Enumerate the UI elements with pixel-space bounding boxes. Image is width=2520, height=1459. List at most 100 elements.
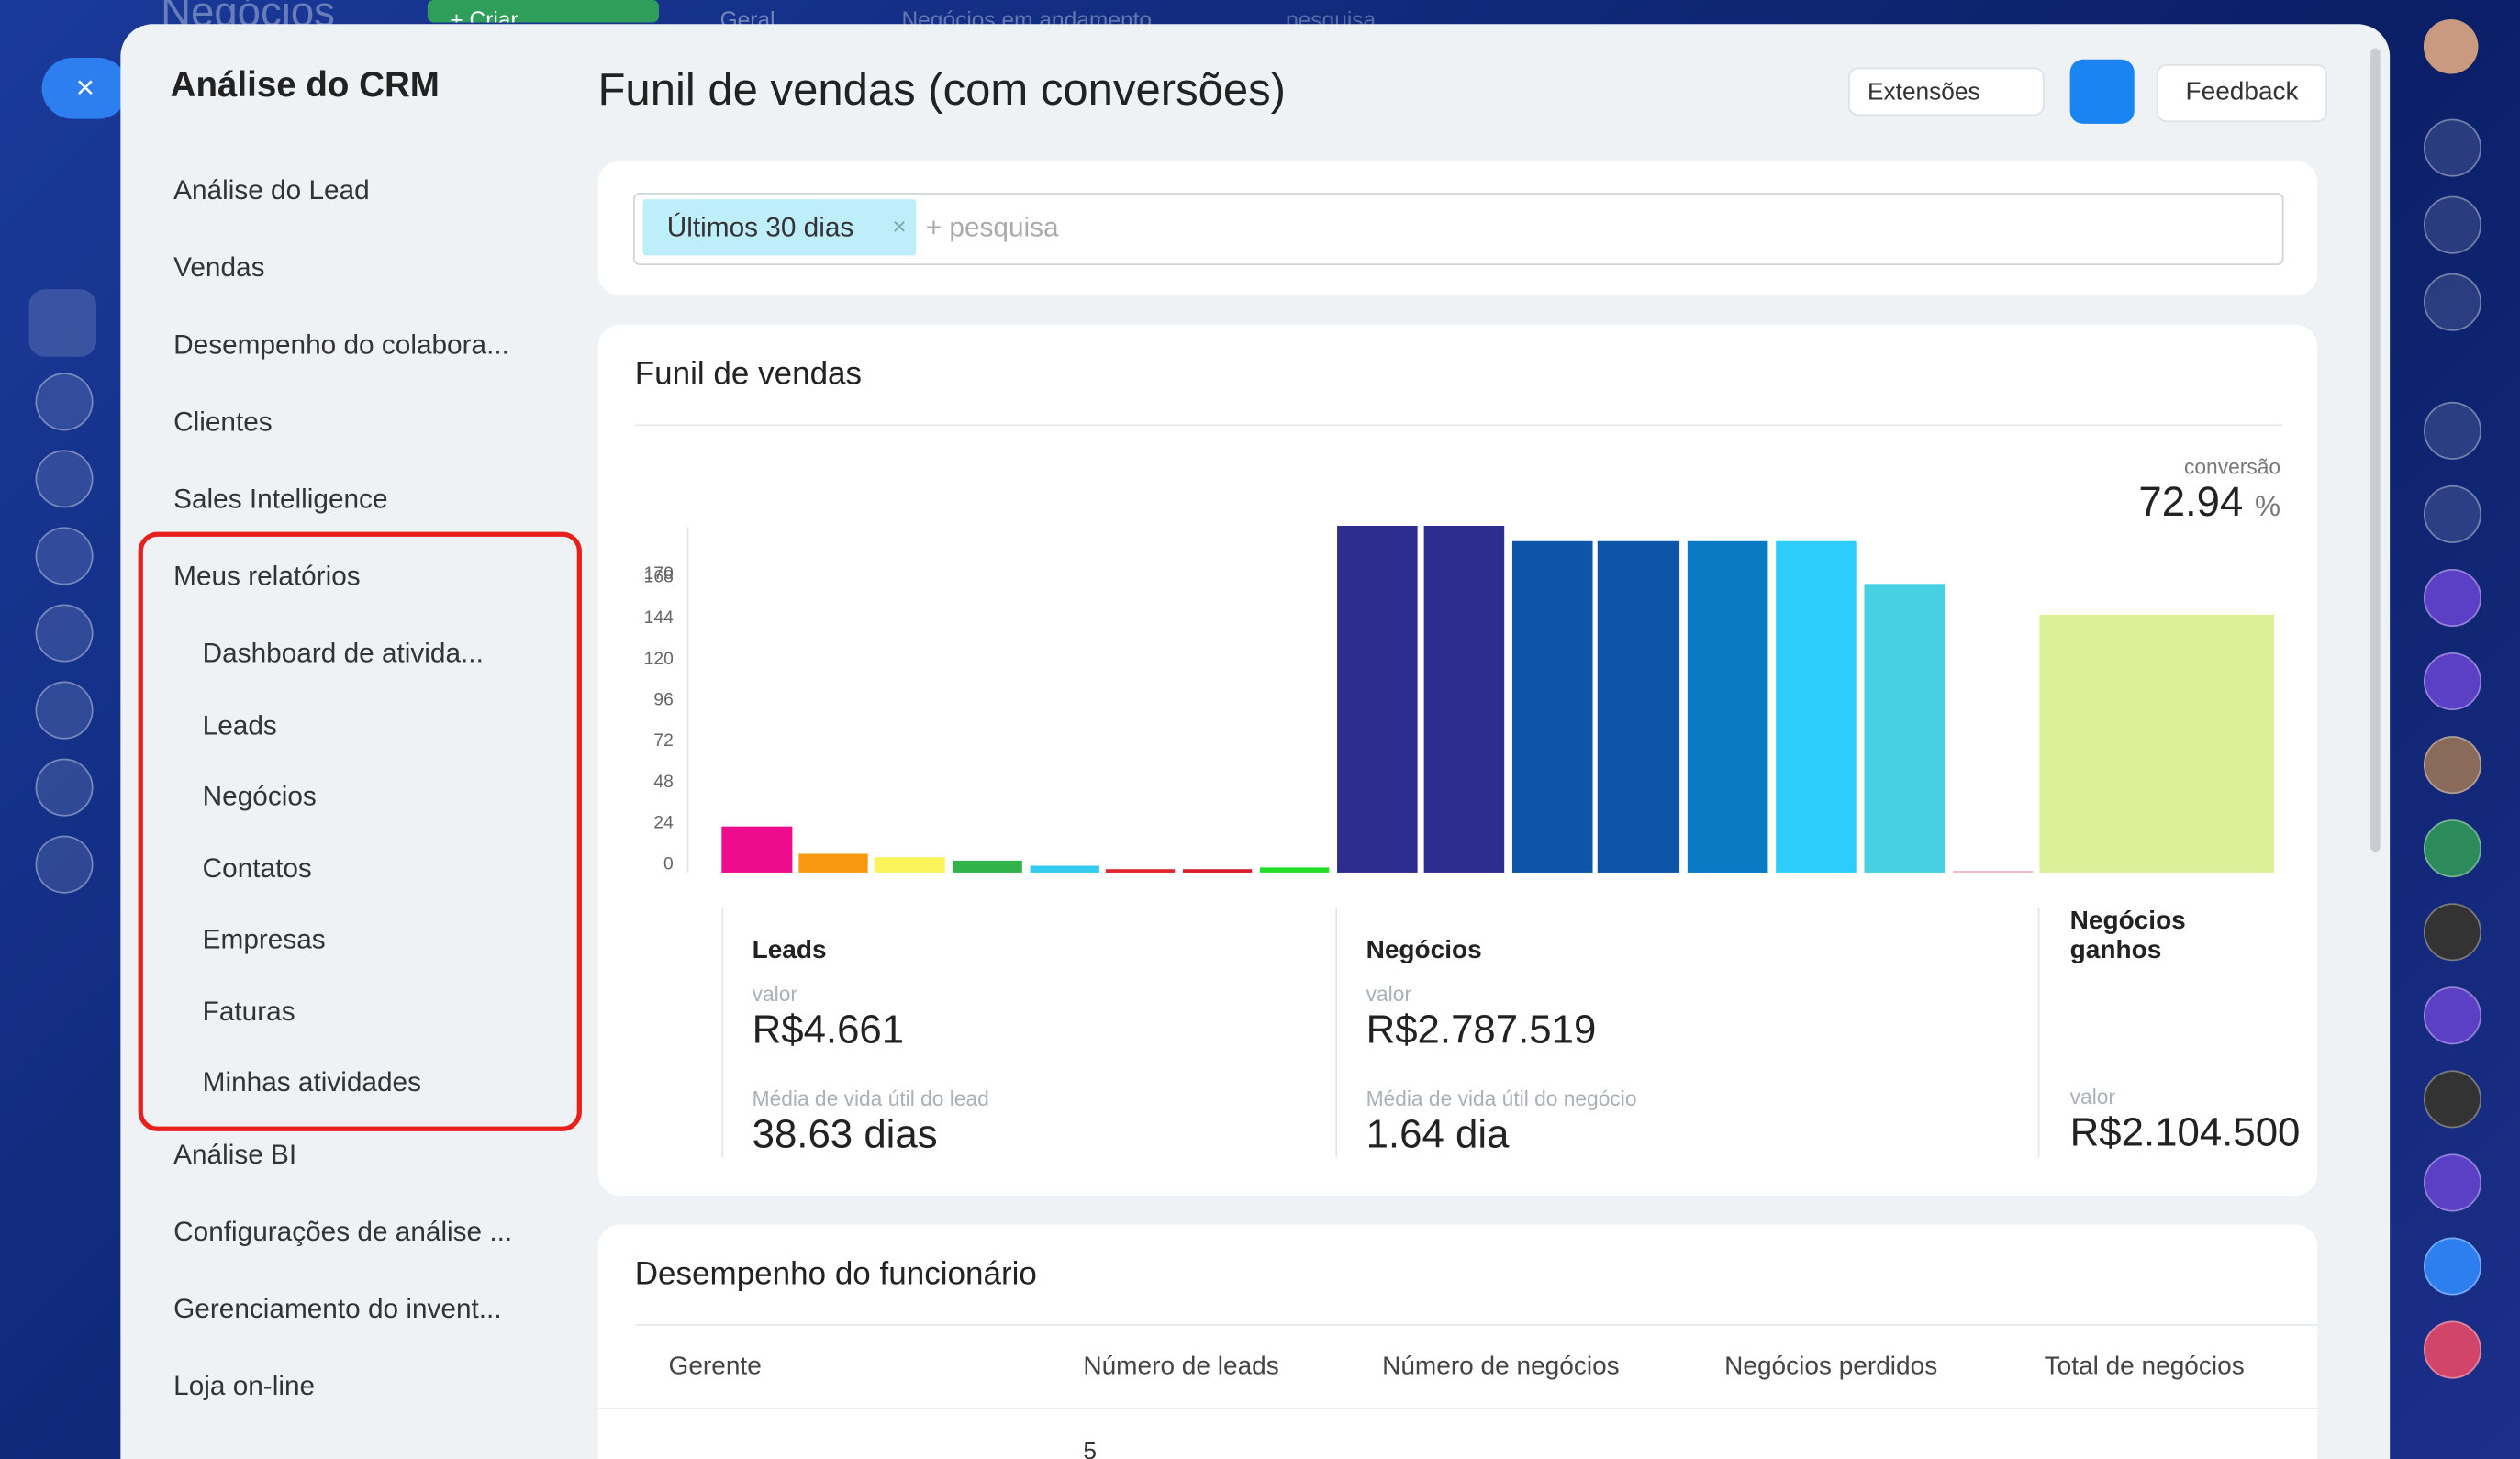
stat-value: 38.63 dias [752, 1111, 938, 1157]
y-tick-label: 24 [653, 814, 674, 833]
stat-title: Leads [752, 936, 827, 964]
conversion-label: conversão [2184, 454, 2281, 479]
bar [1423, 526, 1505, 873]
nav-icon[interactable] [35, 527, 94, 585]
table-card [597, 1224, 2318, 1459]
menu-item[interactable]: Contatos [202, 852, 312, 884]
avatar[interactable] [2423, 19, 2479, 74]
menu-item[interactable]: Dashboard de ativida... [202, 638, 484, 669]
divider [597, 1408, 2318, 1409]
conversion-value: 72.94 [2138, 477, 2244, 526]
y-tick-label: 168 [644, 568, 674, 587]
bar [2039, 614, 2275, 873]
feedback-button[interactable]: Feedback [2157, 64, 2327, 123]
divider [634, 424, 2282, 427]
menu-item[interactable]: Sales Intelligence [173, 484, 388, 515]
right-icon[interactable] [2423, 401, 2481, 460]
column-header: Negócios perdidos [1724, 1353, 1938, 1381]
right-icon[interactable] [2423, 195, 2481, 254]
right-icon[interactable] [2423, 819, 2481, 878]
table-title: Desempenho do funcionário [634, 1256, 1037, 1293]
bar [1597, 540, 1680, 873]
nav-icon[interactable] [35, 758, 94, 817]
nav-icon[interactable] [35, 373, 94, 431]
nav-icon[interactable] [35, 835, 94, 894]
right-icon[interactable] [2423, 652, 2481, 711]
divider [721, 908, 724, 1157]
highlight-box [138, 531, 582, 1131]
bar [721, 826, 793, 873]
bar [1687, 540, 1768, 873]
filter-tag-label: Últimos 30 dias [666, 212, 854, 243]
right-icon[interactable] [2423, 736, 2481, 795]
settings-button[interactable] [2069, 59, 2135, 124]
column-header: Número de negócios [1382, 1353, 1620, 1381]
menu-item[interactable]: Clientes [173, 407, 273, 438]
right-icon[interactable] [2423, 986, 2481, 1045]
menu-item[interactable]: Leads [202, 709, 277, 741]
y-tick-label: 48 [653, 773, 673, 792]
menu-item[interactable]: Gerenciamento do invent... [173, 1293, 502, 1325]
column-header: Número de leads [1083, 1353, 1279, 1381]
y-tick-label: 96 [653, 691, 673, 710]
table-cell: 5 [1083, 1438, 1097, 1459]
bar [1952, 871, 2034, 873]
stat-label: valor [1366, 982, 1411, 1007]
funnel-title: Funil de vendas [634, 356, 863, 393]
menu-item[interactable]: Loja on-line [173, 1370, 316, 1402]
bar [953, 860, 1022, 873]
right-icon[interactable] [2423, 273, 2481, 331]
divider [2037, 908, 2040, 1157]
stat-title: Negócios ganhos [2069, 908, 2186, 964]
y-tick-label: 170 [644, 564, 674, 584]
nav-icon[interactable] [35, 681, 94, 740]
menu-item[interactable]: Configurações de análise ... [173, 1216, 513, 1247]
bar [1776, 540, 1857, 873]
bar [1511, 540, 1593, 873]
extensions-button[interactable]: Extensões [1847, 67, 2045, 117]
bg-create: + Criar [427, 0, 660, 23]
menu-item[interactable]: Desempenho do colabora... [173, 329, 509, 361]
feedback-label: Feedback [2185, 78, 2299, 106]
right-icon[interactable] [2423, 1320, 2481, 1379]
y-tick-label: 72 [653, 731, 673, 751]
scrollbar [2370, 48, 2381, 852]
right-icon[interactable] [2423, 484, 2481, 543]
right-icon[interactable] [2423, 1153, 2481, 1212]
divider [1335, 908, 1338, 1157]
nav-icon[interactable] [35, 604, 94, 663]
right-icon[interactable] [2423, 1070, 2481, 1129]
menu-item[interactable]: Faturas [202, 995, 295, 1027]
divider [634, 1324, 2318, 1326]
menu-item[interactable]: Empresas [202, 923, 326, 955]
notifications[interactable] [2423, 118, 2481, 177]
bar [1030, 865, 1099, 873]
stat-value: R$4.661 [752, 1008, 905, 1053]
menu-item[interactable]: Vendas [173, 251, 265, 284]
nav-icon[interactable] [35, 450, 94, 508]
sidebar-title: Análise do CRM [170, 64, 440, 105]
bar [1864, 584, 1946, 873]
right-icon[interactable] [2423, 1237, 2481, 1296]
stat-label: Média de vida útil do lead [752, 1086, 989, 1111]
active-icon [28, 289, 97, 357]
menu-item[interactable]: Meus relatórios [173, 561, 361, 592]
menu-item[interactable]: Análise do Lead [173, 174, 370, 206]
menu-item[interactable]: Minhas atividades [202, 1066, 421, 1098]
right-icon[interactable] [2423, 568, 2481, 627]
bar [1182, 869, 1253, 873]
bar [1105, 869, 1176, 873]
menu-item[interactable]: Negócios [202, 781, 317, 812]
close-button[interactable]: × [41, 58, 129, 119]
filter-placeholder: + pesquisa [925, 212, 1059, 243]
stat-value: R$2.787.519 [1366, 1008, 1597, 1053]
bar [1337, 526, 1418, 873]
right-icon[interactable] [2423, 903, 2481, 962]
filter-tag[interactable]: Últimos 30 dias × [642, 199, 917, 256]
stat-value: 1.64 dia [1366, 1111, 1510, 1157]
stat-value: R$2.104.500 [2069, 1110, 2301, 1156]
menu-item[interactable]: Análise BI [173, 1139, 297, 1170]
